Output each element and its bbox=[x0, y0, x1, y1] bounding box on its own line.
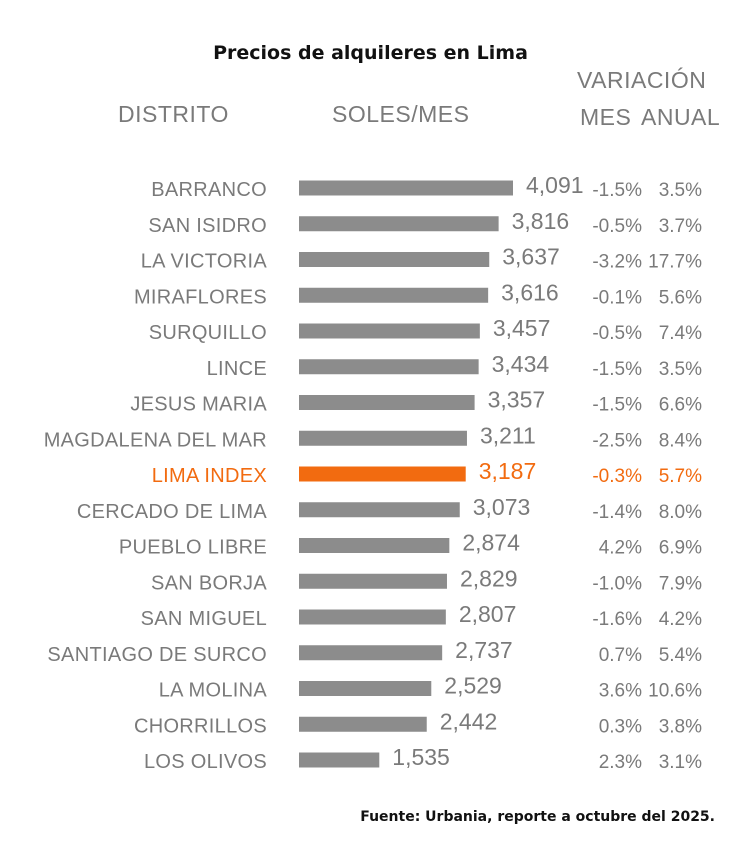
category-label: MIRAFLORES bbox=[134, 286, 267, 308]
annual-variation: 3.5% bbox=[659, 180, 702, 201]
monthly-variation: -1.0% bbox=[592, 573, 642, 594]
category-label: LIMA INDEX bbox=[152, 465, 267, 487]
category-label: SANTIAGO DE SURCO bbox=[47, 644, 267, 666]
bar bbox=[299, 752, 380, 768]
category-label: SAN MIGUEL bbox=[141, 608, 267, 630]
value-label: 3,187 bbox=[479, 458, 537, 484]
annual-variation: 5.4% bbox=[659, 645, 702, 666]
bar bbox=[299, 573, 447, 589]
annual-variation: 5.7% bbox=[659, 466, 702, 487]
value-label: 3,637 bbox=[502, 244, 560, 270]
category-label: SAN ISIDRO bbox=[148, 215, 267, 237]
value-label: 2,442 bbox=[440, 708, 498, 734]
annual-variation: 3.8% bbox=[659, 716, 702, 737]
monthly-variation: -1.4% bbox=[592, 502, 642, 523]
header-month: MES bbox=[580, 104, 632, 130]
header-variation: VARIACIÓN bbox=[577, 67, 707, 93]
value-label: 3,434 bbox=[492, 351, 550, 377]
category-label: JESUS MARIA bbox=[130, 394, 267, 416]
value-label: 1,535 bbox=[392, 744, 450, 770]
monthly-variation: 2.3% bbox=[599, 752, 642, 773]
annual-variation: 6.6% bbox=[659, 395, 702, 416]
value-label: 3,457 bbox=[493, 315, 551, 341]
monthly-variation: -0.3% bbox=[592, 466, 642, 487]
annual-variation: 6.9% bbox=[659, 538, 702, 559]
bar bbox=[299, 216, 499, 232]
category-label: CERCADO DE LIMA bbox=[77, 501, 267, 523]
bar bbox=[299, 359, 479, 375]
value-label: 3,211 bbox=[480, 422, 536, 448]
header-annual: ANUAL bbox=[641, 104, 721, 130]
annual-variation: 5.6% bbox=[659, 287, 702, 308]
annual-variation: 7.9% bbox=[659, 573, 702, 594]
header-price: SOLES/MES bbox=[332, 101, 470, 127]
value-label: 3,073 bbox=[473, 494, 531, 520]
value-label: 3,357 bbox=[488, 387, 546, 413]
bar bbox=[299, 681, 432, 696]
bar bbox=[299, 430, 467, 446]
annual-variation: 17.7% bbox=[648, 252, 702, 273]
category-label: LA VICTORIA bbox=[141, 251, 268, 273]
chart-title: Precios de alquileres en Lima bbox=[213, 42, 528, 64]
bar bbox=[299, 609, 446, 625]
monthly-variation: -1.5% bbox=[592, 180, 642, 201]
annual-variation: 10.6% bbox=[648, 681, 702, 702]
annual-variation: 3.5% bbox=[659, 359, 702, 380]
monthly-variation: -0.5% bbox=[592, 323, 642, 344]
category-label: MAGDALENA DEL MAR bbox=[44, 429, 267, 451]
bar bbox=[299, 466, 466, 482]
bar bbox=[299, 287, 489, 303]
annual-variation: 8.0% bbox=[659, 502, 702, 523]
value-label: 2,737 bbox=[455, 637, 513, 663]
bar bbox=[299, 180, 513, 196]
category-label: SAN BORJA bbox=[151, 572, 267, 594]
monthly-variation: -1.6% bbox=[592, 609, 642, 630]
source-note: Fuente: Urbania, reporte a octubre del 2… bbox=[360, 809, 715, 825]
category-label: CHORRILLOS bbox=[134, 715, 267, 737]
value-label: 3,816 bbox=[512, 208, 570, 234]
category-label: BARRANCO bbox=[151, 179, 267, 201]
category-label: SURQUILLO bbox=[149, 322, 267, 344]
monthly-variation: -1.5% bbox=[592, 359, 642, 380]
annual-variation: 7.4% bbox=[659, 323, 702, 344]
monthly-variation: 0.3% bbox=[599, 716, 642, 737]
monthly-variation: 3.6% bbox=[599, 681, 642, 702]
value-label: 2,874 bbox=[462, 530, 520, 556]
monthly-variation: -3.2% bbox=[592, 252, 642, 273]
bar bbox=[299, 538, 450, 553]
bar bbox=[299, 716, 427, 732]
monthly-variation: 0.7% bbox=[599, 645, 642, 666]
bar bbox=[299, 502, 460, 518]
annual-variation: 3.1% bbox=[659, 752, 702, 773]
value-label: 2,829 bbox=[460, 565, 518, 591]
annual-variation: 8.4% bbox=[659, 430, 702, 451]
monthly-variation: 4.2% bbox=[599, 538, 642, 559]
value-label: 2,807 bbox=[459, 601, 517, 627]
bar bbox=[299, 645, 443, 661]
category-label: LOS OLIVOS bbox=[144, 751, 267, 773]
monthly-variation: -2.5% bbox=[592, 430, 642, 451]
header-district: DISTRITO bbox=[118, 101, 229, 127]
bar bbox=[299, 323, 480, 339]
category-label: PUEBLO LIBRE bbox=[119, 537, 267, 559]
annual-variation: 4.2% bbox=[659, 609, 702, 630]
annual-variation: 3.7% bbox=[659, 216, 702, 237]
category-label: LA MOLINA bbox=[159, 680, 268, 702]
category-label: LINCE bbox=[207, 358, 267, 380]
value-label: 2,529 bbox=[444, 673, 502, 699]
value-label: 4,091 bbox=[526, 172, 584, 198]
value-label: 3,616 bbox=[501, 279, 559, 305]
bar bbox=[299, 395, 475, 410]
monthly-variation: -1.5% bbox=[592, 395, 642, 416]
monthly-variation: -0.1% bbox=[592, 287, 642, 308]
bar bbox=[299, 252, 490, 267]
monthly-variation: -0.5% bbox=[592, 216, 642, 237]
